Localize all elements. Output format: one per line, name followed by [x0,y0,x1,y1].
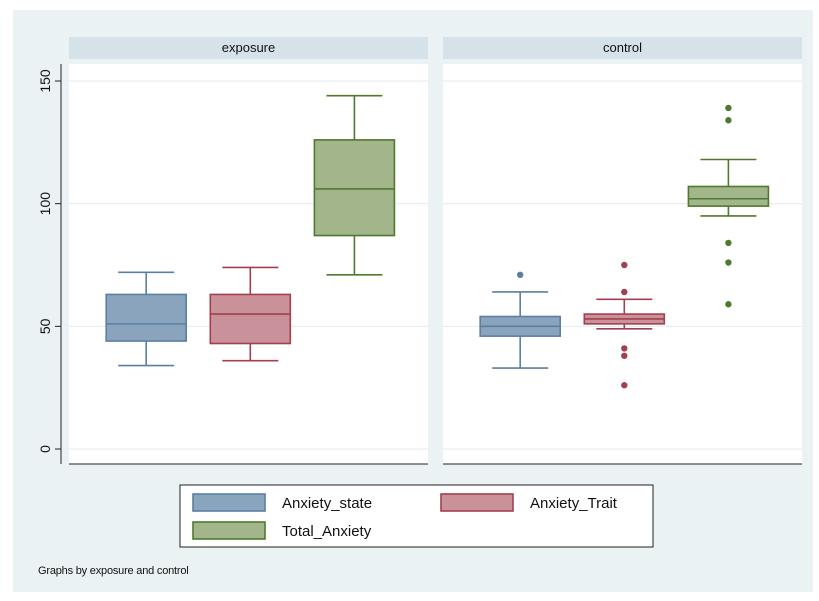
y-tick-label: 100 [37,192,53,216]
panel-header-exposure [69,37,428,59]
panel-title-exposure: exposure [222,40,275,55]
outlier-point [621,382,628,389]
outlier-point [725,259,732,266]
legend-swatch-Anxiety_state [192,493,266,512]
graph-note: Graphs by exposure and control [38,565,189,577]
box-Total_Anxiety [313,139,396,237]
y-tick-label: 0 [37,445,53,453]
outlier-point [516,271,524,279]
plot-area-exposure [69,64,428,464]
legend-swatch-Total_Anxiety [192,521,266,540]
panel-header-control [443,37,802,59]
outlier-point [725,301,732,308]
y-tick-label: 50 [37,318,53,334]
outlier-point [621,345,628,352]
outlier-point [725,117,732,124]
outlier-point [621,261,628,269]
box-Anxiety_Trait [209,293,292,345]
outlier-point [621,352,628,359]
outlier-point [621,288,628,296]
legend-label-Total_Anxiety: Total_Anxiety [282,523,372,540]
box-Total_Anxiety [687,185,770,207]
box-Anxiety_state [105,293,187,342]
y-tick-label: 150 [37,69,53,93]
panel-title-control: control [603,40,642,55]
outlier-point [725,104,732,112]
outlier-point [725,239,732,247]
legend-label-Anxiety_Trait: Anxiety_Trait [530,495,618,512]
legend-swatch-Anxiety_Trait [440,493,514,512]
legend-label-Anxiety_state: Anxiety_state [282,495,372,512]
